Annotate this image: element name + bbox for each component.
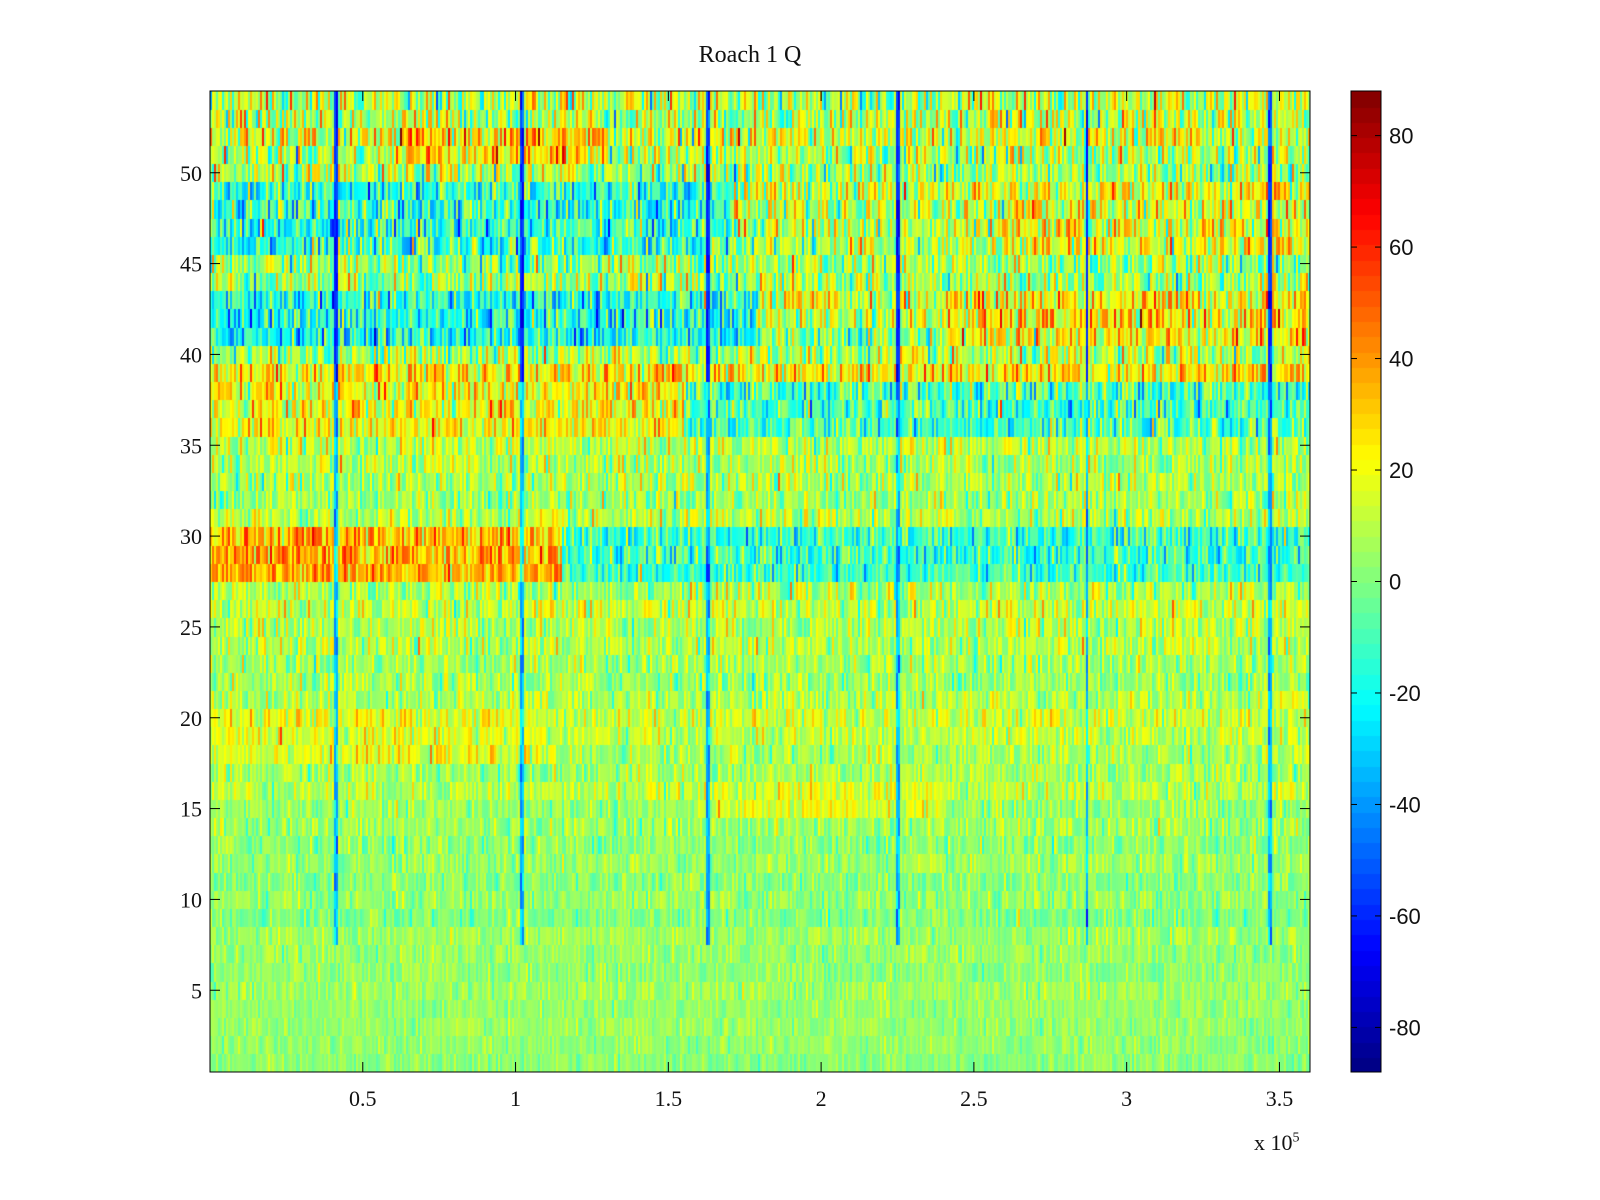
colorbar-tick-label: 80	[1389, 124, 1413, 149]
colorbar-tick-label: 40	[1389, 347, 1413, 372]
colorbar-tick-label: 60	[1389, 235, 1413, 260]
colorbar-tick-label: 0	[1389, 570, 1401, 595]
x-multiplier-exponent: 5	[1292, 1130, 1300, 1146]
y-tick-label: 50	[180, 161, 202, 186]
y-tick-label: 5	[191, 978, 202, 1003]
heatmap-image	[210, 91, 1310, 1072]
x-tick-label: 0.5	[349, 1086, 377, 1111]
y-tick-label: 15	[180, 797, 202, 822]
y-tick-label: 25	[180, 615, 202, 640]
x-tick-label: 2.5	[960, 1086, 988, 1111]
colorbar-tick-label: -20	[1389, 681, 1421, 706]
y-tick-label: 10	[180, 887, 202, 912]
y-tick-label: 30	[180, 524, 202, 549]
colorbar-tick-label: -40	[1389, 792, 1421, 817]
x-tick-label: 1.5	[655, 1086, 683, 1111]
colorbar-tick-label: 20	[1389, 458, 1413, 483]
y-tick-label: 20	[180, 706, 202, 731]
y-tick-label: 40	[180, 342, 202, 367]
plot-frame	[209, 90, 1311, 1073]
x-axis-multiplier: x 105	[1254, 1130, 1300, 1156]
x-multiplier-base: x 10	[1254, 1130, 1293, 1155]
x-tick-label: 2	[816, 1086, 827, 1111]
x-tick-label: 1	[510, 1086, 521, 1111]
x-tick-label: 3.5	[1266, 1086, 1294, 1111]
colorbar-tick-label: -60	[1389, 904, 1421, 929]
y-tick-label: 45	[180, 252, 202, 277]
colorbar-tick-label: -80	[1389, 1015, 1421, 1040]
chart-title: Roach 1 Q	[698, 42, 802, 68]
x-tick-label: 3	[1121, 1086, 1132, 1111]
y-tick-label: 35	[180, 433, 202, 458]
